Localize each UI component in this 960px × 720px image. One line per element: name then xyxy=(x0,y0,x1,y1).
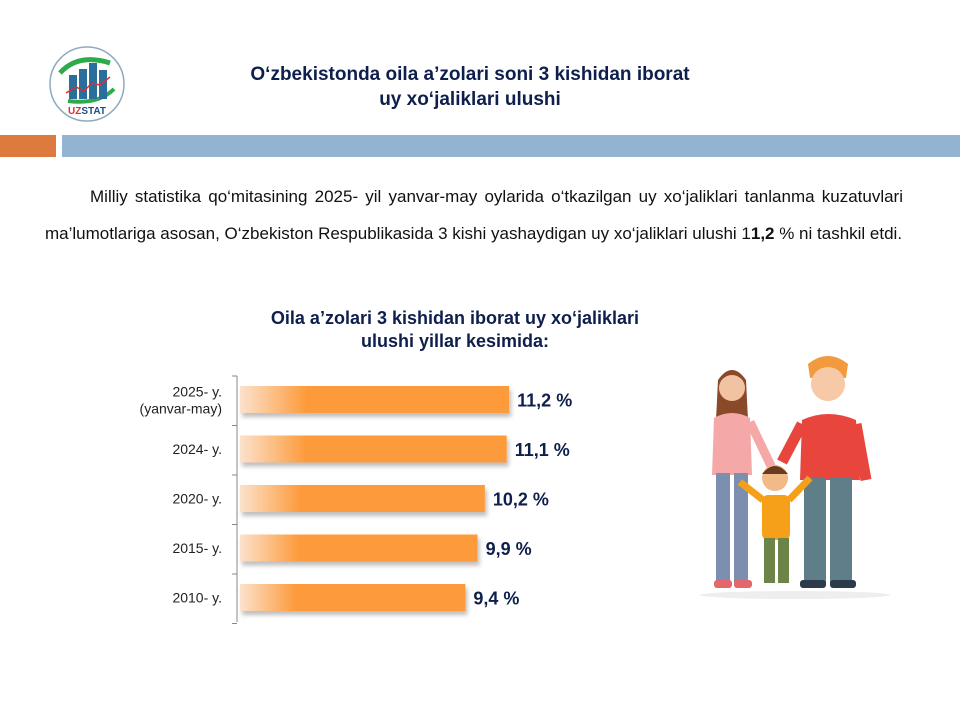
category-label: 2025- y. xyxy=(172,384,222,400)
title-line-2: uy xo‘jaliklari ulushi xyxy=(379,89,561,110)
bar xyxy=(240,584,466,611)
data-label: 10,2 % xyxy=(493,490,549,510)
summary-paragraph: Milliy statistika qo‘mitasining 2025- yi… xyxy=(45,178,903,252)
category-label: (yanvar-may) xyxy=(140,401,222,417)
bar xyxy=(240,435,507,463)
uzstat-logo: UZSTAT xyxy=(49,46,125,122)
svg-text:UZSTAT: UZSTAT xyxy=(68,106,106,117)
chart-title-line-2: ulushi yillar kesimida: xyxy=(360,331,550,351)
category-label: 2015- y. xyxy=(172,540,222,556)
data-label: 9,4 % xyxy=(473,589,519,609)
category-label: 2020- y. xyxy=(172,491,222,507)
category-label: 2010- y. xyxy=(172,590,222,606)
bar xyxy=(240,534,478,562)
para-text-end: % ni tashkil etdi. xyxy=(774,224,903,243)
para-highlight: 1,2 xyxy=(750,224,775,243)
accent-band-blue xyxy=(62,135,960,157)
accent-band-orange xyxy=(0,135,56,157)
data-label: 11,2 % xyxy=(517,391,572,411)
bar xyxy=(240,485,485,512)
bar xyxy=(240,386,510,413)
data-label: 11,1 % xyxy=(515,440,570,460)
category-label: 2024- y. xyxy=(172,441,222,457)
family-illustration xyxy=(700,356,890,599)
title-line-1: O‘zbekistonda oila a’zolari soni 3 kishi… xyxy=(250,64,690,85)
chart-title: Oila a’zolari 3 kishidan iborat uy xo‘ja… xyxy=(200,307,710,353)
chart-title-line-1: Oila a’zolari 3 kishidan iborat uy xo‘ja… xyxy=(270,308,640,328)
data-label: 9,9 % xyxy=(486,539,532,559)
page-title: O‘zbekistonda oila a’zolari soni 3 kishi… xyxy=(150,62,790,112)
para-text: Milliy statistika qo‘mitasining 2025- yi… xyxy=(45,187,903,243)
